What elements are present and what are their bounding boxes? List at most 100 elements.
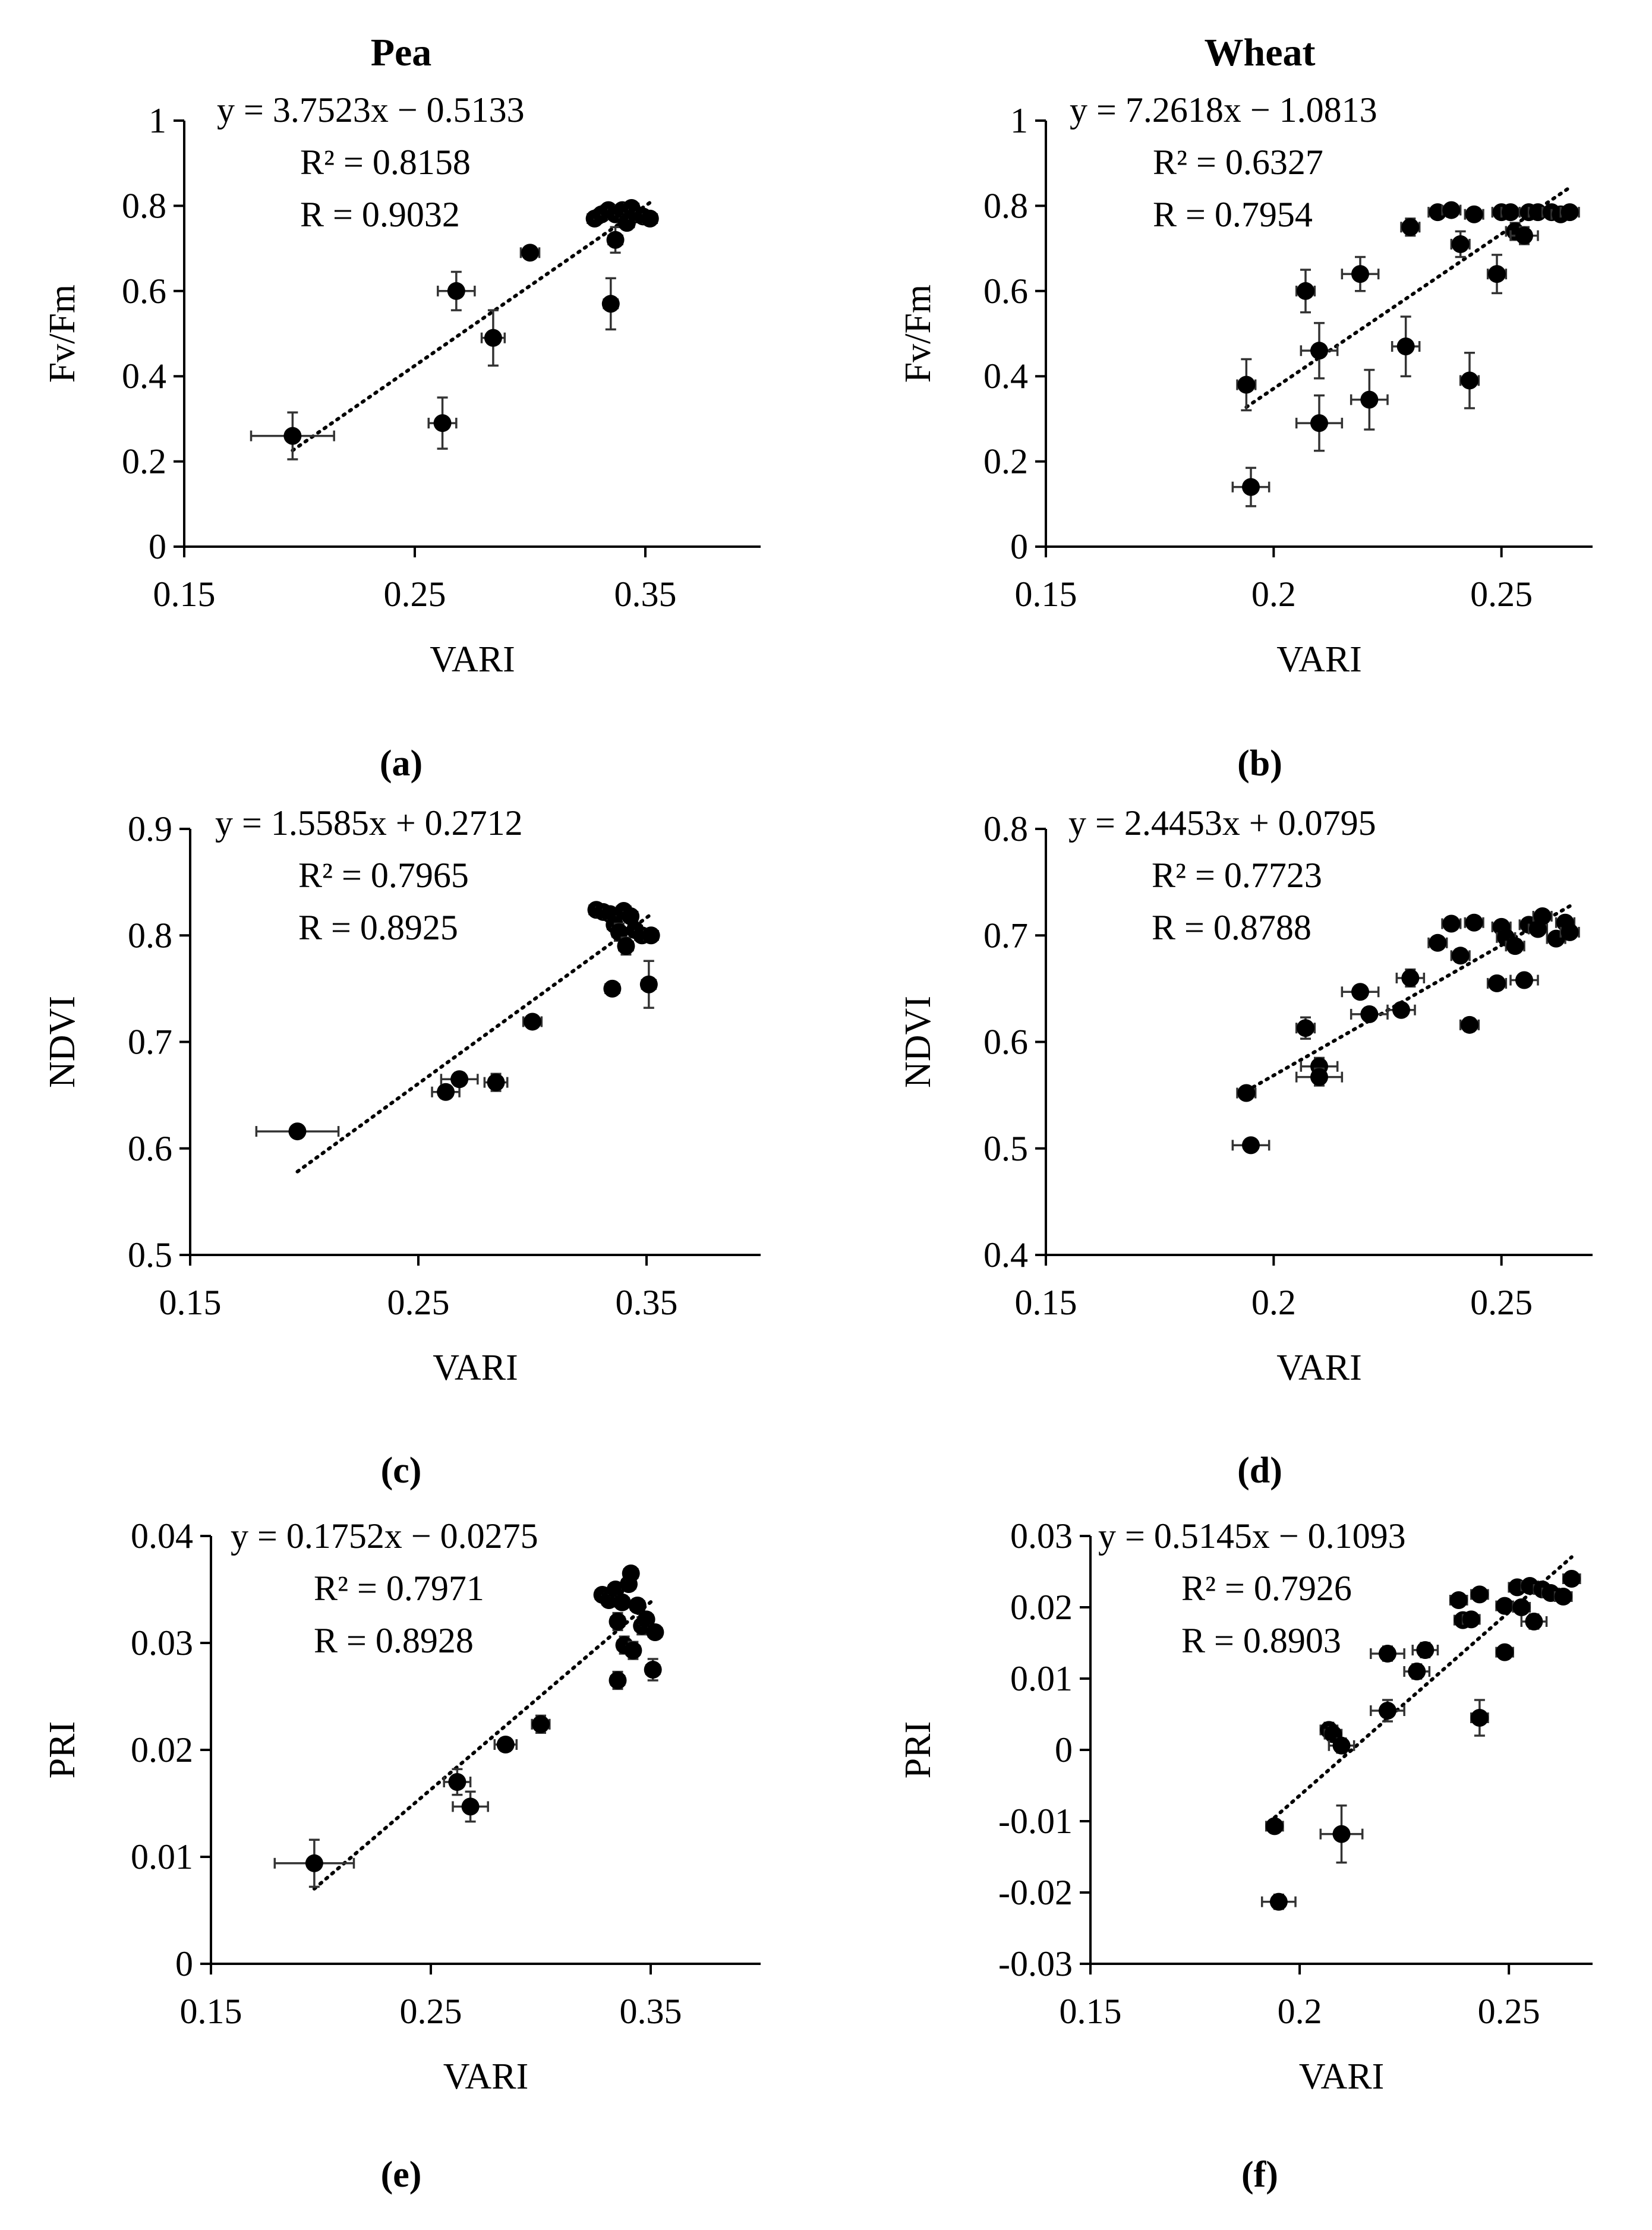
point-marker [642,926,660,945]
y-tick-label: 0.6 [122,272,166,311]
panel-a: 0 0.2 0.4 0.6 0.8 1 0.15 0.25 0.35 VARI Fv/Fm y = 3… [42,90,761,784]
point-marker [1554,1588,1572,1606]
data-point [519,244,541,262]
y-tick-label: 0.4 [122,357,166,396]
data-point [613,1593,631,1611]
y-axis-title: PRI [42,1721,83,1778]
point-marker [1351,265,1369,283]
data-point [1553,1588,1573,1606]
point-marker [1297,282,1314,300]
y-tick-label: 0.8 [983,186,1028,225]
x-tick-label: 0.15 [153,575,216,614]
y-tick-label: 0.4 [983,1235,1028,1275]
data-point [1231,1136,1270,1155]
x-tick-label: 0.35 [620,1992,682,2031]
point-marker [1470,1585,1489,1604]
y-tick-label: 0.5 [983,1129,1028,1168]
x-tick-label: 0.25 [384,575,446,614]
point-marker [288,1122,307,1141]
y-tick-label: 0.5 [128,1235,172,1275]
x-axis-title: VARI [430,639,515,680]
x-tick-label: 0.2 [1251,575,1296,614]
point-marker [1461,371,1478,390]
data-point [609,1611,627,1632]
regression-equation: y = 0.1752x − 0.0275 [231,1516,538,1556]
panel-f: -0.03 -0.02 -0.01 0 0.01 0.02 0.03 0.15 0.2 0.25 V… [898,1516,1593,2195]
data-point [1295,269,1316,314]
point-marker [496,1736,515,1753]
data-point [1231,466,1270,507]
regression-equation: y = 0.5145x − 0.1093 [1098,1516,1406,1556]
data-point [1495,1643,1514,1661]
panels: 0 0.2 0.4 0.6 0.8 1 0.15 0.25 0.35 VARI Fv/Fm y = 3… [42,90,1593,2195]
r-squared-label: R² = 0.7723 [1152,856,1322,895]
point-marker [628,1597,647,1614]
point-marker [1360,390,1379,409]
data-point [1441,914,1462,933]
data-point [1260,1892,1297,1911]
point-marker [1525,1613,1543,1630]
x-tick-label: 0.15 [1060,1992,1122,2031]
data-point [483,1073,509,1092]
data-point [480,309,506,367]
data-point [1328,1736,1355,1755]
data-point [493,1736,518,1753]
data-point [1559,923,1580,941]
data-point [603,979,622,998]
data-point [1350,368,1389,431]
y-tick-label: 0.7 [983,916,1028,955]
point-marker [1237,376,1256,394]
data-point [431,1083,461,1101]
point-marker [1470,1709,1489,1727]
x-tick-label: 0.25 [1478,1992,1540,2031]
y-axis-title: NDVI [898,996,938,1088]
panel-label: (a) [380,743,423,784]
point-marker [450,1070,469,1089]
data-point [1391,316,1421,377]
point-marker [1442,914,1461,933]
point-marker [433,414,452,433]
data-point [1512,1598,1531,1616]
data-point [1450,947,1471,965]
y-tick-label: 0.03 [1010,1516,1073,1556]
point-marker [1515,971,1533,989]
panel-c: 0.5 0.6 0.7 0.8 0.9 0.15 0.25 0.35 VARI NDVI y = 1… [42,803,761,1491]
point-marker [1265,1817,1284,1835]
point-marker [609,1613,627,1630]
point-marker [1310,1068,1328,1086]
data-point [1461,1610,1481,1629]
data-point [1562,1570,1581,1588]
point-marker [1488,974,1506,992]
point-marker [1401,218,1420,236]
y-tick-label: 0.9 [128,809,172,849]
point-marker [1408,1663,1426,1680]
point-marker [1310,414,1328,433]
data-point [1500,203,1521,222]
x-tick-label: 0.25 [387,1283,450,1322]
y-tick-label: 0.03 [131,1623,193,1663]
y-tick-label: 0.01 [131,1837,193,1876]
y-axis-title: Fv/Fm [42,285,83,383]
point-marker [646,1623,664,1641]
data-point [1236,1084,1257,1102]
data-point [1341,983,1380,1001]
point-marker [1496,1643,1514,1661]
point-marker [461,1797,480,1816]
point-marker [1401,969,1420,987]
data-point [531,1714,551,1734]
point-marker [644,1661,662,1679]
y-tick-label: 0.2 [122,442,166,481]
data-point [641,209,659,228]
data-point [637,1610,655,1629]
data-point [606,226,625,254]
y-tick-label: 0.8 [983,809,1028,849]
data-point [1265,1817,1284,1835]
r-squared-label: R² = 0.7971 [314,1569,484,1608]
point-marker [305,1854,323,1872]
point-marker [1506,937,1524,955]
data-point [1441,201,1462,219]
point-marker [1269,1892,1288,1911]
panel-label: (d) [1237,1450,1282,1491]
y-tick-label: -0.03 [998,1944,1073,1983]
point-marker [1378,1702,1396,1720]
